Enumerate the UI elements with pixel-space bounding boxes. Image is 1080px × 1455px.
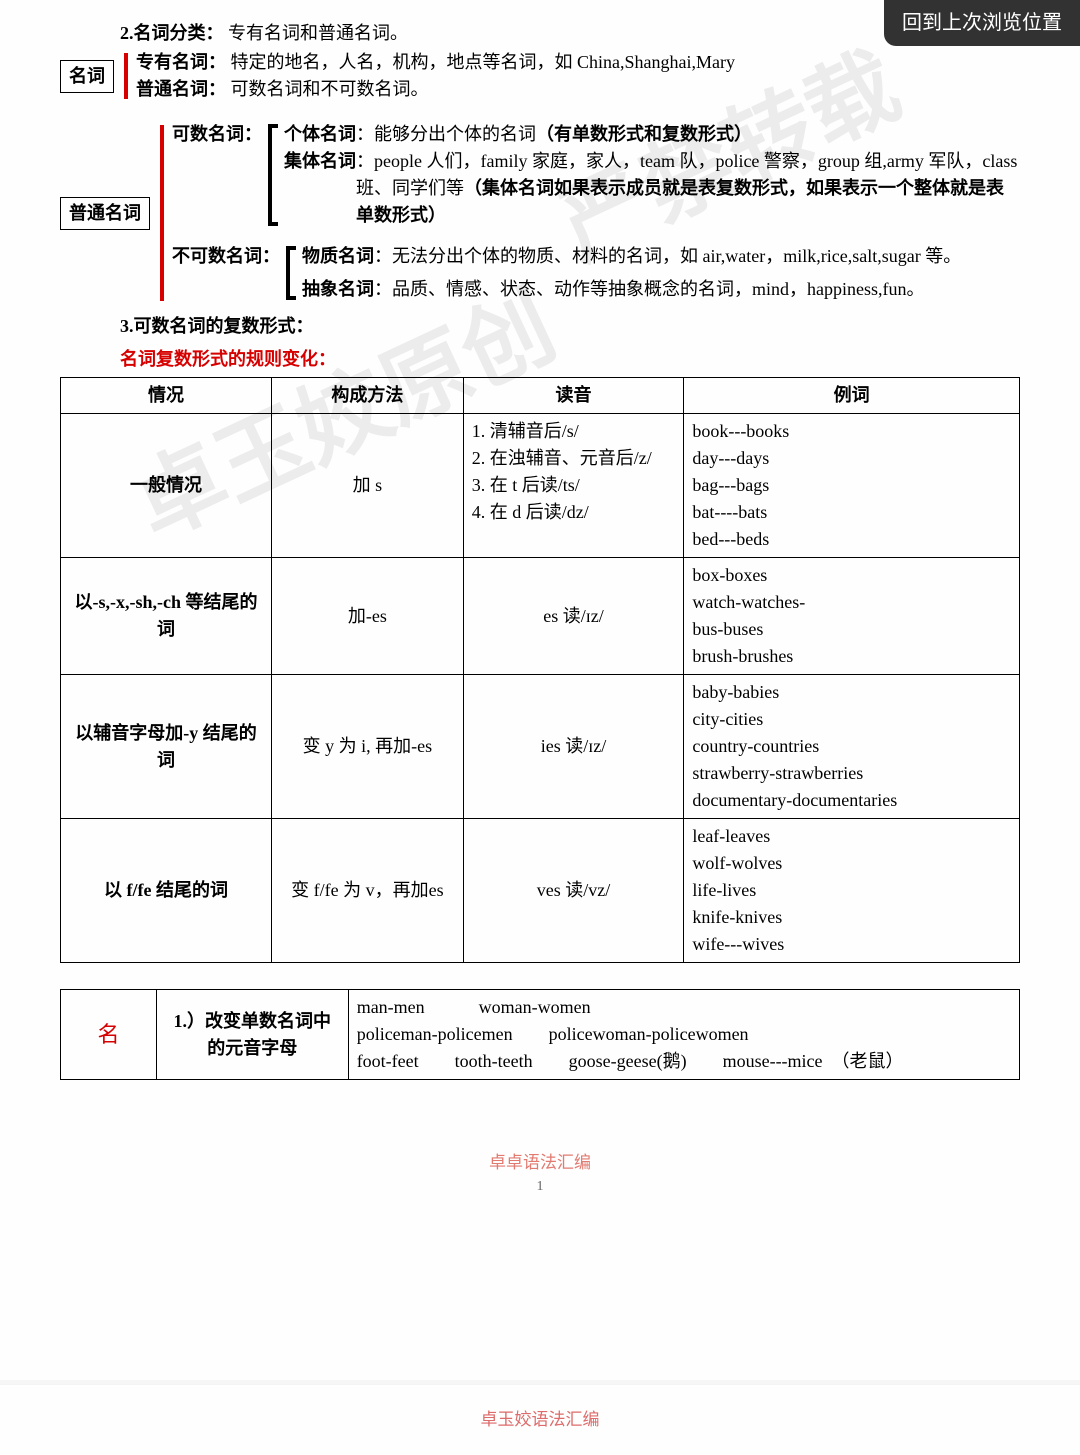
table-cell: man-men woman-women policeman-policemen …	[348, 990, 1019, 1080]
countable-label: 可数名词：	[172, 121, 268, 148]
table-cell: 加 s	[271, 414, 463, 558]
rule-table-heading: 名词复数形式的规则变化：	[120, 346, 1020, 373]
individual-noun-label: 个体名词	[284, 124, 356, 144]
irregular-plural-table: 名 1.）改变单数名词中的元音字母 man-men woman-women po…	[60, 989, 1020, 1080]
table-row: 以辅音字母加-y 结尾的词 变 y 为 i, 再加-es ies 读/ɪz/ b…	[61, 675, 1020, 819]
table-header: 例词	[684, 378, 1020, 414]
table-header: 情况	[61, 378, 272, 414]
back-to-position-button[interactable]: 回到上次浏览位置	[884, 0, 1080, 46]
table-cell: leaf-leaves wolf-wolves life-lives knife…	[684, 819, 1020, 963]
table-row: 以-s,-x,-sh,-ch 等结尾的词 加-es es 读/ɪz/ box-b…	[61, 558, 1020, 675]
table-cell: baby-babies city-cities country-countrie…	[684, 675, 1020, 819]
table-cell: 名	[61, 990, 157, 1080]
proper-noun-label: 专有名词：	[136, 52, 226, 72]
table-cell: 1. 清辅音后/s/ 2. 在浊辅音、元音后/z/ 3. 在 t 后读/ts/ …	[463, 414, 684, 558]
proper-noun-text: 特定的地名，人名，机构，地点等名词，如 China,Shanghai,Mary	[231, 52, 735, 72]
uncountable-label: 不可数名词：	[172, 243, 286, 270]
table-cell: box-boxes watch-watches- bus-buses brush…	[684, 558, 1020, 675]
table-cell: es 读/ɪz/	[463, 558, 684, 675]
table-cell: 以-s,-x,-sh,-ch 等结尾的词	[61, 558, 272, 675]
table-cell: 以辅音字母加-y 结尾的词	[61, 675, 272, 819]
page-number: 1	[60, 1176, 1020, 1197]
abstract-noun-text: ：品质、情感、状态、动作等抽象概念的名词，mind，happiness,fun。	[374, 279, 924, 299]
common-noun-box: 普通名词	[60, 197, 150, 230]
table-header: 读音	[463, 378, 684, 414]
individual-noun-text: ：能够分出个体的名词	[356, 124, 536, 144]
table-cell: 变 f/fe 为 v，再加es	[271, 819, 463, 963]
table-row: 一般情况 加 s 1. 清辅音后/s/ 2. 在浊辅音、元音后/z/ 3. 在 …	[61, 414, 1020, 558]
material-noun-text: ：无法分出个体的物质、材料的名词，如 air,water，milk,rice,s…	[374, 246, 961, 266]
common-noun-text: 可数名词和不可数名词。	[231, 79, 429, 99]
collective-noun-label: 集体名词	[284, 151, 356, 171]
table-cell: ves 读/vz/	[463, 819, 684, 963]
bottom-footer-text: 卓玉姣语法汇编	[0, 1384, 1080, 1455]
footer-text: 卓卓语法汇编	[60, 1150, 1020, 1176]
table-cell: 加-es	[271, 558, 463, 675]
table-cell: 一般情况	[61, 414, 272, 558]
table-header-row: 情况 构成方法 读音 例词	[61, 378, 1020, 414]
table-cell: 变 y 为 i, 再加-es	[271, 675, 463, 819]
table-row: 以 f/fe 结尾的词 变 f/fe 为 v，再加es ves 读/vz/ le…	[61, 819, 1020, 963]
section-2-heading-tail: 专有名词和普通名词。	[228, 23, 408, 43]
table-cell: 以 f/fe 结尾的词	[61, 819, 272, 963]
table-cell: 1.）改变单数名词中的元音字母	[156, 990, 348, 1080]
section-3-heading: 3.可数名词的复数形式：	[120, 313, 1020, 340]
table-cell: ies 读/ɪz/	[463, 675, 684, 819]
table-cell: book---books day---days bag---bags bat--…	[684, 414, 1020, 558]
material-noun-label: 物质名词	[302, 246, 374, 266]
table-header: 构成方法	[271, 378, 463, 414]
common-noun-label: 普通名词：	[136, 79, 226, 99]
root-noun-box: 名词	[60, 60, 114, 93]
table-row: 名 1.）改变单数名词中的元音字母 man-men woman-women po…	[61, 990, 1020, 1080]
individual-noun-tail: （有单数形式和复数形式）	[536, 124, 752, 144]
section-2-heading: 2.名词分类：	[120, 23, 224, 43]
abstract-noun-label: 抽象名词	[302, 279, 374, 299]
plural-rules-table: 情况 构成方法 读音 例词 一般情况 加 s 1. 清辅音后/s/ 2. 在浊辅…	[60, 377, 1020, 963]
